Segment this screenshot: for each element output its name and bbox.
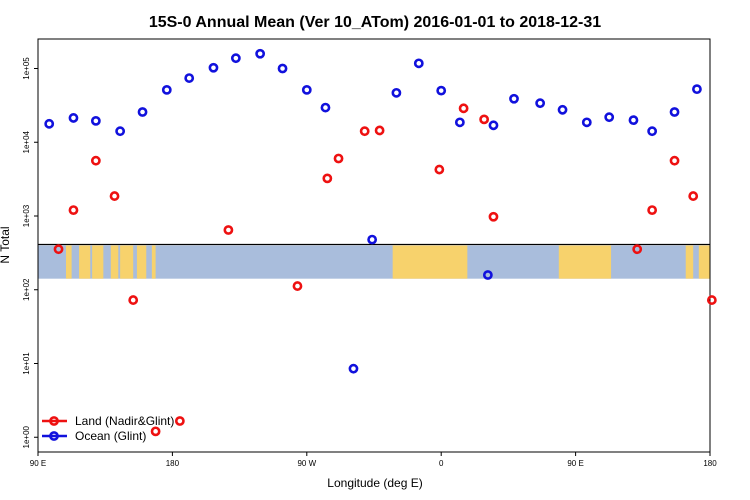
ocean-point-6	[184, 73, 195, 83]
ocean-point-20	[488, 120, 499, 131]
legend-label-0: Land (Nadir&Glint)	[75, 414, 174, 428]
ocean-point-9	[255, 48, 266, 59]
land-point-6	[174, 416, 185, 426]
land-point-0	[53, 244, 64, 255]
ocean-point-10	[277, 63, 288, 74]
map-land-9	[685, 245, 694, 279]
map-land-8	[558, 245, 612, 279]
chart-title: 15S-0 Annual Mean (Ver 10_ATom) 2016-01-…	[149, 14, 601, 31]
map-land-6	[151, 245, 156, 279]
ocean-point-15	[391, 87, 402, 98]
land-point-21	[706, 295, 717, 305]
ocean-point-8	[230, 53, 241, 64]
y-axis-label: N Total	[0, 226, 12, 263]
x-tick-label-1: 180	[166, 459, 180, 468]
land-point-20	[688, 191, 699, 201]
ocean-point-24	[581, 117, 592, 128]
ocean-point-2	[90, 115, 101, 126]
y-tick-label-3: 1e+03	[22, 204, 31, 227]
y-tick-label-1: 1e+01	[22, 352, 31, 375]
ocean-point-23	[557, 104, 568, 115]
map-land-4	[120, 245, 134, 279]
map-land-1	[79, 245, 91, 279]
data-points	[44, 48, 717, 437]
ocean-point-0	[44, 118, 55, 129]
y-tick-label-4: 1e+04	[22, 130, 31, 153]
ocean-point-27	[647, 126, 658, 137]
ocean-point-3	[115, 126, 126, 137]
map-land-3	[110, 245, 119, 279]
legend-marker-0	[49, 416, 59, 426]
land-point-9	[322, 173, 333, 184]
ocean-point-7	[208, 62, 219, 73]
y-tick-label-5: 1e+05	[22, 57, 31, 80]
ocean-point-18	[454, 117, 465, 128]
ocean-point-26	[628, 115, 639, 126]
land-point-1	[68, 205, 79, 215]
land-point-19	[669, 155, 680, 166]
land-point-4	[128, 295, 139, 305]
world-map-strip	[38, 243, 710, 279]
ocean-point-25	[604, 112, 615, 123]
land-point-15	[479, 114, 490, 125]
ocean-point-13	[348, 363, 359, 374]
land-point-5	[150, 426, 161, 437]
ocean-point-12	[320, 102, 331, 113]
map-land-10	[698, 245, 710, 279]
ocean-point-22	[535, 98, 546, 109]
land-point-10	[333, 153, 344, 164]
y-tick-label-0: 1e+00	[22, 425, 31, 448]
land-point-13	[434, 164, 445, 175]
ocean-point-19	[482, 270, 493, 280]
land-point-12	[374, 125, 385, 136]
legend-label-1: Ocean (Glint)	[75, 429, 146, 443]
ocean-point-16	[413, 58, 424, 69]
ocean-point-14	[367, 234, 378, 245]
map-land-7	[392, 245, 468, 279]
land-point-11	[359, 126, 370, 137]
y-tick-label-2: 1e+02	[22, 278, 31, 301]
land-point-8	[292, 281, 303, 291]
map-land-2	[92, 245, 104, 279]
ocean-point-5	[161, 84, 172, 95]
land-point-18	[647, 205, 658, 215]
land-point-7	[223, 225, 234, 235]
x-axis-label: Longitude (deg E)	[327, 476, 422, 490]
map-land-0	[66, 245, 72, 279]
ocean-point-28	[669, 107, 680, 117]
ocean-point-29	[692, 84, 702, 95]
land-point-14	[458, 103, 469, 114]
ocean-point-11	[301, 84, 312, 95]
y-axis: 1e+00 1e+01 1e+02 1e+03 1e+04 1e+05	[22, 57, 38, 448]
land-point-17	[632, 244, 643, 255]
map-land-5	[136, 245, 147, 279]
x-tick-label-2: 90 W	[297, 459, 316, 468]
ocean-point-1	[68, 113, 79, 123]
x-tick-label-4: 90 E	[567, 459, 583, 468]
legend-marker-1	[49, 431, 59, 441]
x-tick-label-0: 90 E	[30, 459, 46, 468]
ocean-point-21	[509, 93, 519, 104]
plot-frame	[37, 38, 711, 453]
ocean-point-4	[137, 107, 148, 117]
x-tick-label-3: 0	[439, 459, 444, 468]
legend: Land (Nadir&Glint)Ocean (Glint)	[42, 414, 174, 443]
ocean-point-17	[436, 85, 447, 96]
land-point-16	[488, 211, 499, 222]
x-tick-label-5: 180	[703, 459, 717, 468]
land-point-2	[90, 155, 101, 166]
land-point-3	[109, 191, 120, 201]
x-axis: 90 E 180 90 W 0 90 E 180	[30, 452, 717, 468]
